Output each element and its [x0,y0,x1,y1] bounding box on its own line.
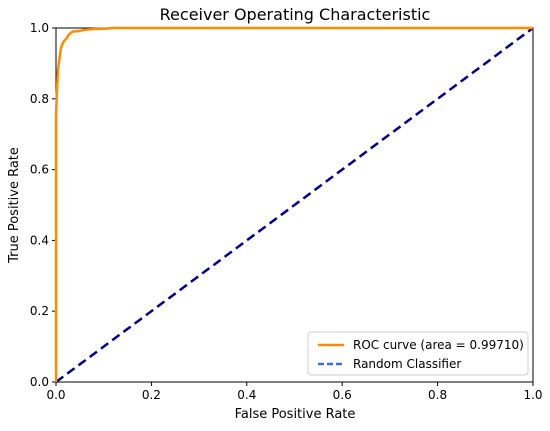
legend-label-random: Random Classifier [353,357,461,371]
legend-label-roc: ROC curve (area = 0.99710) [353,338,524,352]
y-tick-label: 0.6 [30,163,49,177]
x-tick-label: 0.6 [333,388,352,402]
x-tick-label: 0.0 [46,388,65,402]
y-tick-label: 0.4 [30,233,49,247]
chart-title: Receiver Operating Characteristic [160,5,431,24]
y-tick-label: 1.0 [30,21,49,35]
x-axis-label: False Positive Rate [235,407,356,422]
x-tick-label: 0.4 [237,388,256,402]
y-axis-ticks: 0.0 0.2 0.4 0.6 0.8 1.0 [30,21,56,389]
legend: ROC curve (area = 0.99710) Random Classi… [307,331,529,376]
x-tick-label: 1.0 [523,388,542,402]
roc-curve-line [54,26,533,382]
legend-box [307,331,529,376]
x-axis-ticks: 0.0 0.2 0.4 0.6 0.8 1.0 [46,382,543,402]
y-axis-label: True Positive Rate [7,147,22,264]
x-tick-label: 0.2 [142,388,161,402]
y-tick-label: 0.2 [30,304,49,318]
x-tick-label: 0.8 [428,388,447,402]
y-tick-label: 0.0 [30,375,49,389]
random-classifier-line [55,26,534,384]
y-tick-label: 0.8 [30,92,49,106]
series-layer [54,26,534,384]
